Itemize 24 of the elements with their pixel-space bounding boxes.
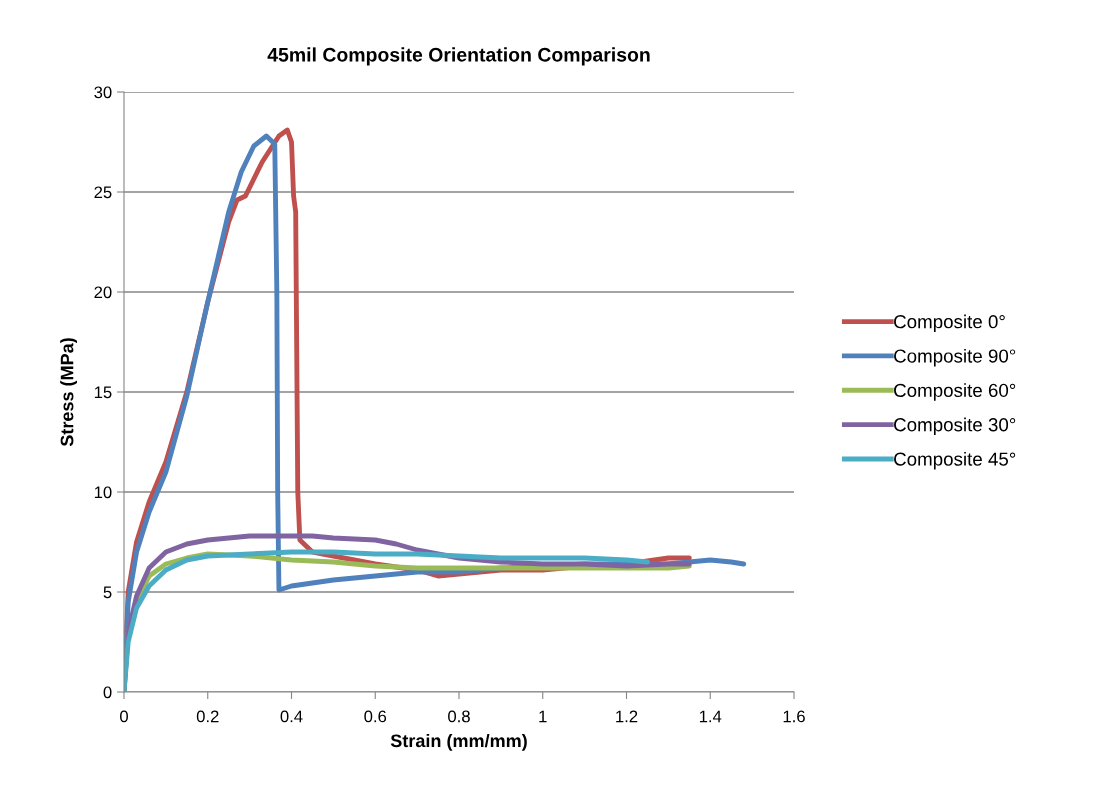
x-tick-label: 0.8 (448, 710, 470, 723)
x-tick-label: 1.2 (616, 710, 638, 723)
y-tick-label: 30 (94, 86, 112, 99)
x-tick-label: 1 (539, 710, 547, 723)
legend-label: Composite 0° (894, 314, 1005, 333)
y-tick-label: 10 (94, 486, 112, 499)
y-tick-label: 25 (94, 186, 112, 199)
x-tick-label: 0.2 (196, 710, 219, 723)
y-tick-label: 5 (103, 586, 112, 599)
x-axis-title: Strain (mm/mm) (390, 733, 527, 751)
x-tick-label: 0.6 (364, 710, 387, 723)
x-tick-label: 0 (120, 710, 128, 723)
y-tick-label: 15 (94, 386, 112, 399)
y-tick-label: 0 (103, 686, 112, 699)
x-tick-label: 1.6 (783, 710, 805, 723)
legend-label: Composite 45° (894, 451, 1016, 470)
x-tick-label: 1.4 (699, 710, 722, 723)
y-tick-label: 20 (94, 286, 112, 299)
chart-title: 45mil Composite Orientation Comparison (267, 47, 650, 66)
legend-label: Composite 30° (894, 417, 1016, 436)
x-tick-label: 0.4 (280, 710, 303, 723)
legend-label: Composite 90° (894, 348, 1016, 367)
legend-label: Composite 60° (894, 383, 1016, 401)
y-axis-title: Stress (MPa) (60, 338, 77, 447)
